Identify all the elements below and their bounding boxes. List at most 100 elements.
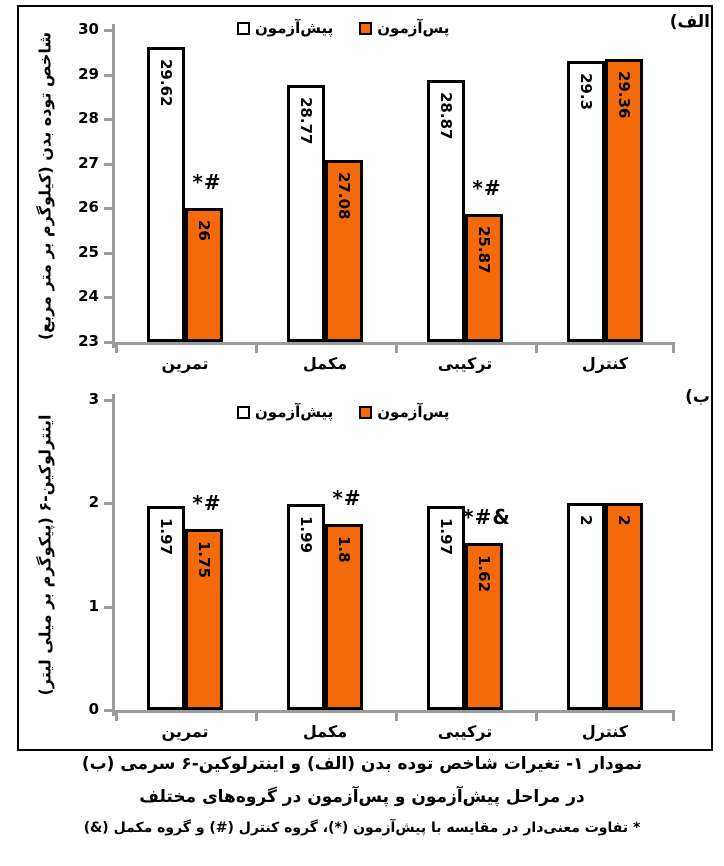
bar-pre-test-3: 28.87 (427, 80, 465, 342)
category-label-4: کنترل (581, 354, 629, 373)
y-tick (104, 605, 112, 609)
y-tick-label: 27 (78, 153, 99, 172)
bar-value-label: 1.99 (297, 516, 315, 554)
bar-group-4: 29.3 29.36 (535, 30, 675, 342)
category-label-2: مکمل (302, 354, 348, 373)
bar-group-1: 1.97 1.75 (115, 400, 255, 710)
caption-title-line: نمودار ۱- تغیرات شاخص توده بدن (الف) و ا… (81, 754, 643, 774)
y-tick-label: 0 (88, 700, 99, 718)
plot-area-bmi: 30 29 28 27 26 25 24 23 29.62 26 *# تمرین 28.77 27.08… (78, 20, 675, 373)
category-label-4: کنترل (581, 722, 629, 741)
bar-value-label: 2 (615, 515, 633, 526)
x-axis-line (112, 342, 675, 345)
pre-test-swatch-icon (237, 21, 250, 35)
bar-post-test-4: 29.36 (605, 59, 643, 342)
x-tick (395, 345, 398, 353)
legend-item-pre-test: پیش‌آزمون (237, 19, 333, 37)
y-tick (104, 118, 112, 122)
y-tick-label: 1 (88, 596, 99, 615)
bar-group-1: 29.62 26 (115, 30, 255, 342)
x-tick (672, 713, 675, 721)
caption-subtitle-line: در مراحل پیش‌آزمون و پس‌آزمون در گروه‌ها… (139, 787, 585, 807)
post-test-swatch-icon (359, 405, 373, 419)
y-tick (104, 709, 112, 712)
y-tick (104, 207, 112, 211)
bar-value-label: 1.97 (437, 518, 455, 556)
bar-value-label: 26 (195, 220, 213, 241)
bar-group-2: 1.99 1.8 (255, 400, 395, 710)
y-tick (104, 162, 112, 166)
bar-post-test-1: 26 (185, 208, 223, 342)
bar-value-label: 28.77 (297, 97, 315, 145)
plot-area-il6: 3 2 1 0 1.97 1.75 *# تمرین 1.99 1.8 *# مکمل 1.97 1.62… (89, 390, 675, 741)
bar-pre-test-2: 1.99 (287, 504, 325, 710)
legend-pre-test-label: پیش‌آزمون (255, 19, 334, 37)
panel-a-label: الف) (669, 12, 710, 32)
y-axis-title-il6: اینترلوکین-۶ (پیکوگرم بر میلی لیتر) (35, 414, 55, 696)
bar-value-label: 28.87 (437, 92, 455, 140)
bar-post-test-4: 2 (605, 503, 643, 710)
bar-group-2: 28.77 27.08 (255, 30, 395, 342)
bar-pre-test-4: 29.3 (567, 61, 605, 342)
y-tick-label: 28 (78, 109, 99, 128)
bar-value-label: 1.62 (475, 555, 493, 593)
x-tick (535, 345, 538, 353)
bar-value-label: 1.75 (195, 541, 213, 579)
y-tick (104, 341, 112, 344)
bar-value-label: 1.8 (335, 536, 353, 563)
y-tick-label: 2 (88, 493, 99, 512)
bar-post-test-3: 25.87 (465, 214, 503, 342)
bar-value-label: 25.87 (475, 226, 493, 274)
legend-pre-test-label: پیش‌آزمون (255, 403, 334, 421)
y-tick (104, 251, 112, 255)
caption-footnote-line: * تفاوت معنی‌دار در مقایسه با پیش‌آزمون … (83, 820, 641, 836)
bar-pre-test-4: 2 (567, 503, 605, 710)
legend-panel-a: پیش‌آزمون پس‌آزمون (237, 19, 449, 37)
y-tick (104, 399, 112, 402)
y-tick-label: 29 (78, 64, 99, 83)
legend-item-post-test: پس‌آزمون (359, 403, 449, 421)
bar-value-label: 29.62 (157, 59, 175, 107)
y-axis-line (112, 24, 115, 348)
bar-value-label: 29.36 (615, 71, 633, 119)
bar-value-label: 2 (577, 515, 595, 526)
y-axis-line (112, 394, 115, 716)
category-label-1: تمرین (161, 722, 209, 741)
y-axis-title-bmi: شاخص توده بدن (کیلوگرم بر متر مربع) (35, 31, 55, 341)
y-tick-label: 30 (78, 20, 99, 38)
bar-post-test-3: 1.62 (465, 543, 503, 710)
y-tick (104, 502, 112, 506)
category-label-3: ترکیبی (437, 722, 493, 741)
x-tick (535, 713, 538, 721)
category-label-1: تمرین (161, 354, 209, 373)
bar-post-test-1: 1.75 (185, 529, 223, 710)
bar-pre-test-2: 28.77 (287, 85, 325, 342)
y-tick-label: 23 (78, 332, 99, 350)
bar-pre-test-1: 1.97 (147, 506, 185, 710)
bar-value-label: 1.97 (157, 518, 175, 556)
category-label-3: ترکیبی (437, 354, 493, 373)
significance-marker: *# (192, 170, 222, 194)
bar-pre-test-3: 1.97 (427, 506, 465, 710)
x-tick (255, 713, 258, 721)
bar-pre-test-1: 29.62 (147, 47, 185, 342)
y-tick-label: 24 (78, 287, 99, 306)
x-tick (395, 713, 398, 721)
legend-item-post-test: پس‌آزمون (359, 19, 449, 37)
significance-marker: *# (192, 491, 222, 515)
y-tick (104, 29, 112, 32)
significance-marker: *# (332, 486, 362, 510)
x-tick (115, 713, 118, 721)
significance-marker: *# (472, 176, 502, 200)
significance-marker: *#& (463, 505, 511, 529)
y-tick (104, 73, 112, 77)
legend-panel-b: پیش‌آزمون پس‌آزمون (237, 403, 449, 421)
panel-b-label: ب) (685, 387, 710, 407)
bar-value-label: 29.3 (577, 73, 595, 111)
x-axis-line (112, 710, 675, 713)
y-tick (104, 296, 112, 300)
category-label-2: مکمل (302, 722, 348, 741)
legend-item-pre-test: پیش‌آزمون (237, 403, 333, 421)
